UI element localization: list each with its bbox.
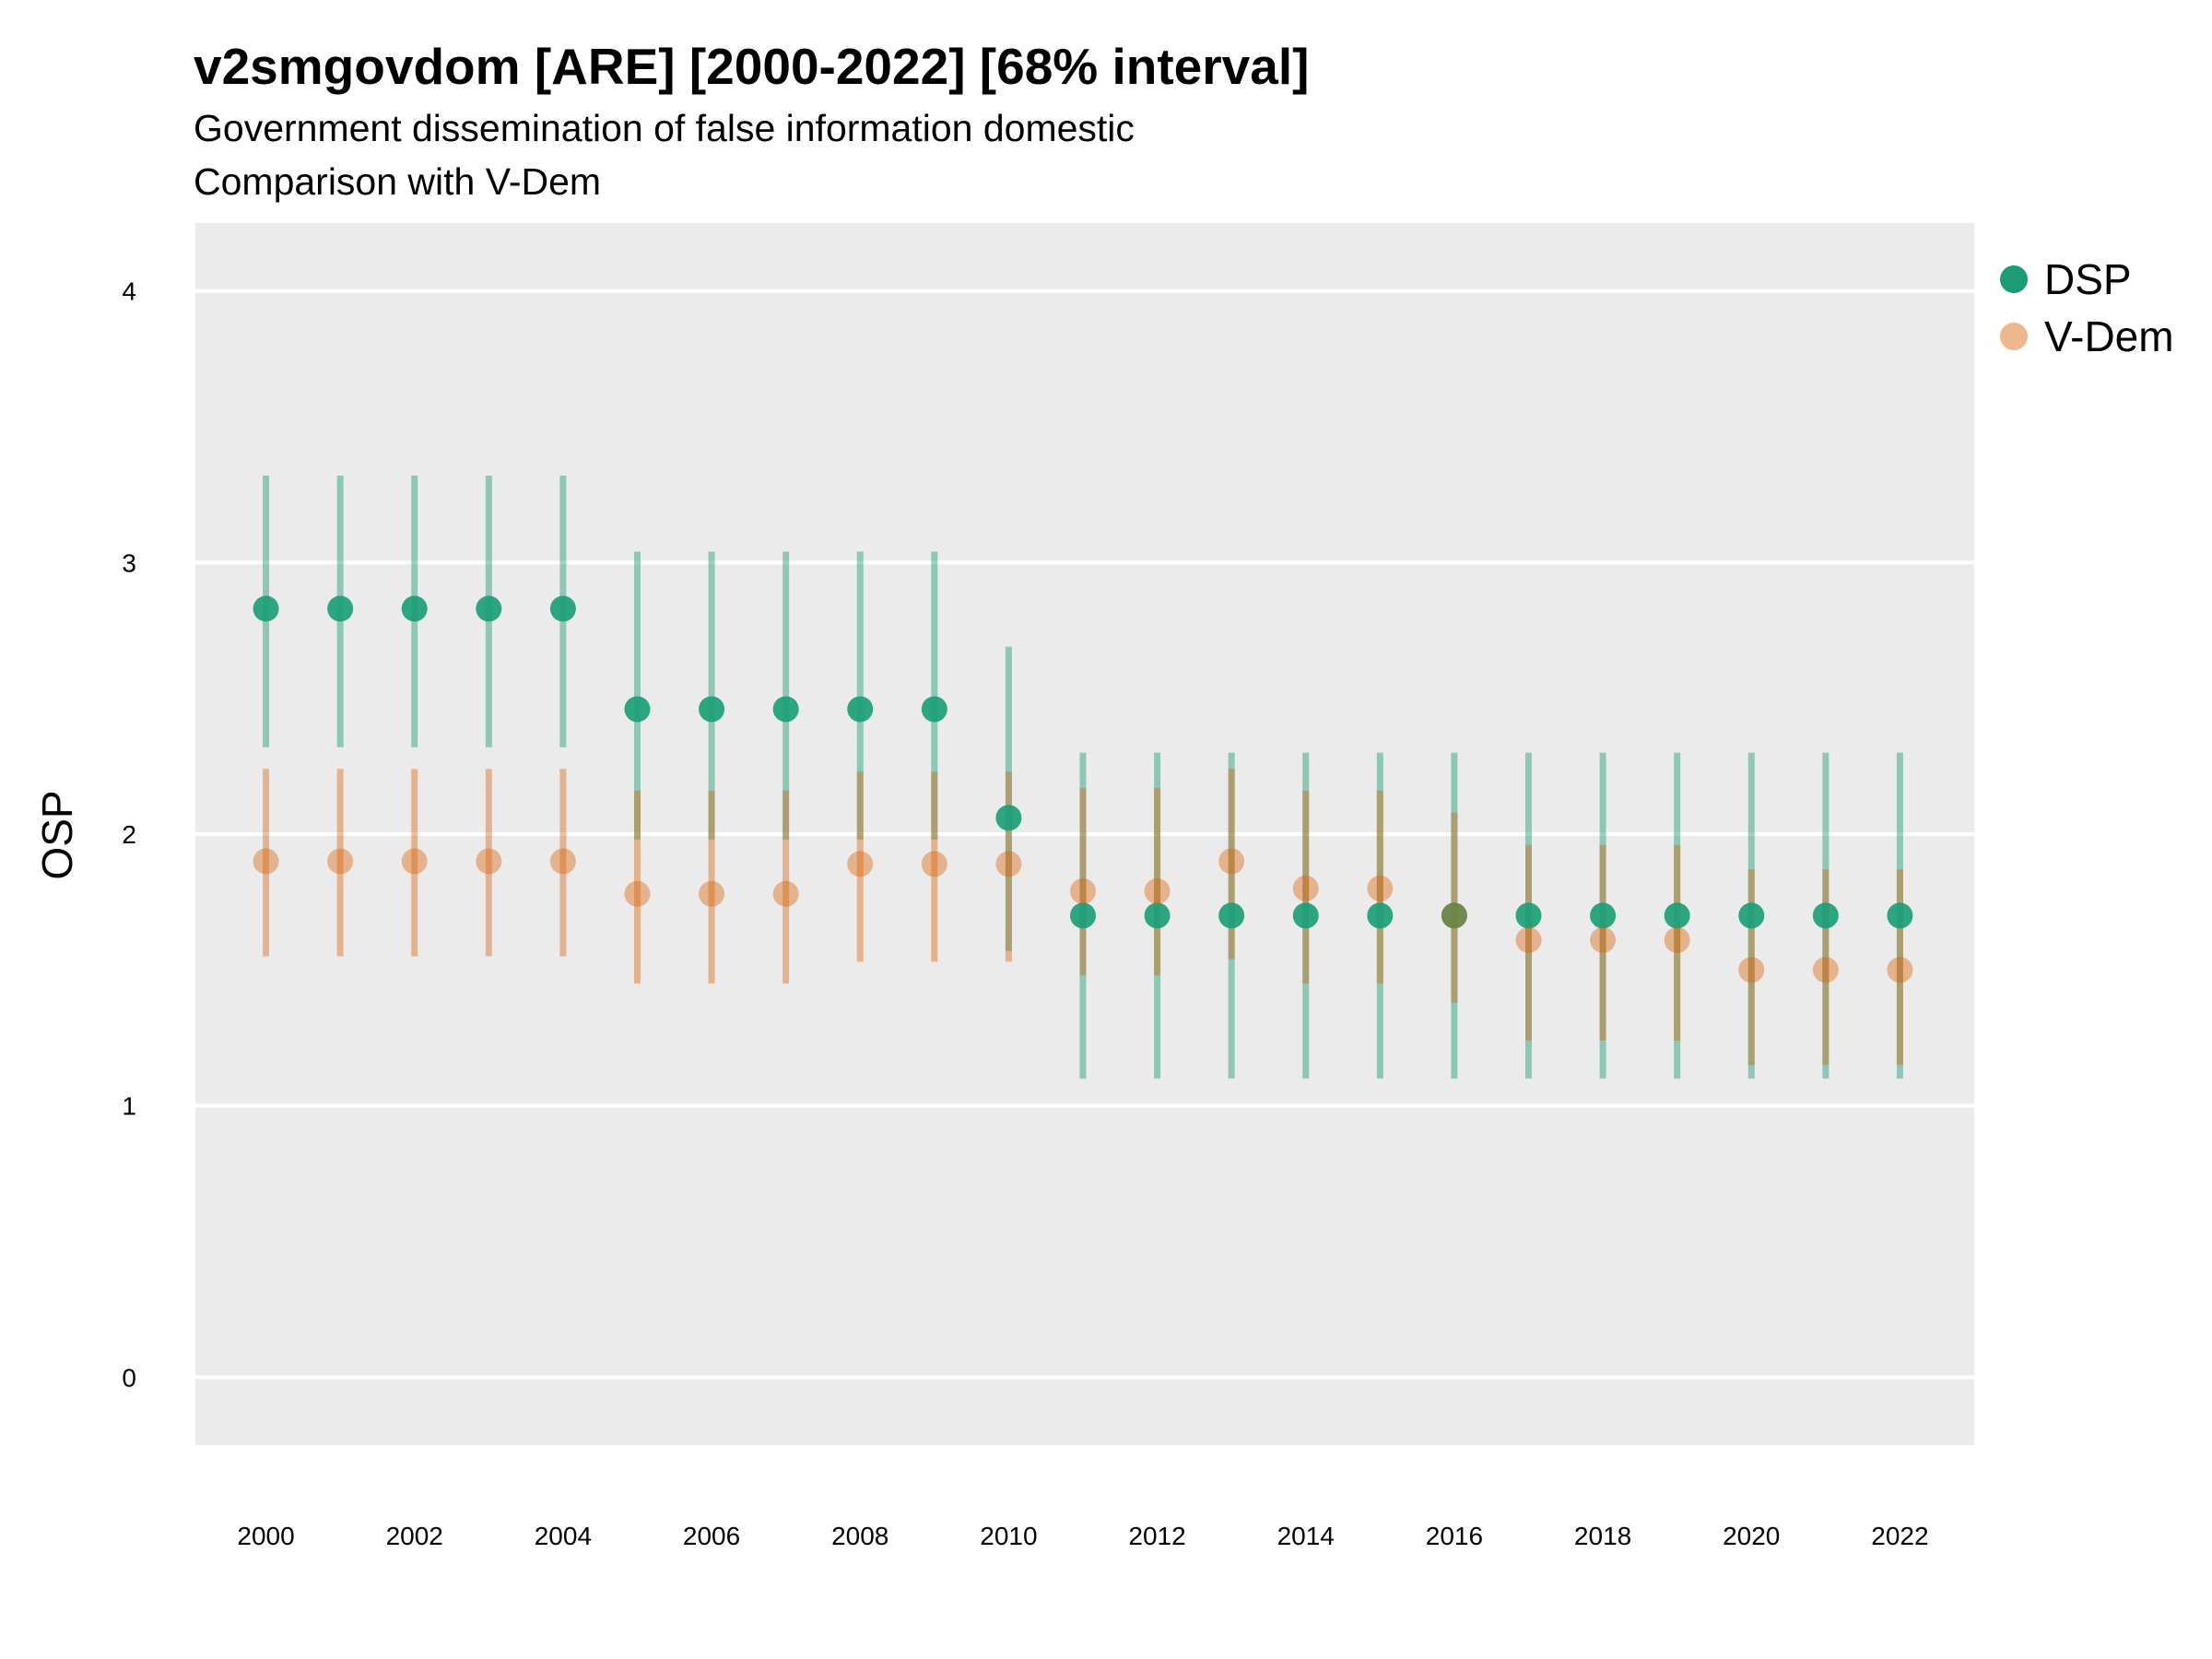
y-axis-label: OSP [33,790,81,879]
y-tick-label: 3 [122,548,136,577]
data-point-dsp [1144,902,1171,929]
data-point-dsp [1812,902,1839,929]
data-point-vdem [1738,957,1765,983]
data-point-dsp [401,595,428,622]
x-tick-label: 2012 [1128,1522,1185,1550]
data-point-vdem [476,848,502,875]
data-point-vdem [1887,957,1913,983]
data-point-vdem [401,848,428,875]
chart-title: v2smgovdom [ARE] [2000-2022] [68% interv… [194,38,1310,95]
y-axis-tick-labels: 0 1 2 3 4 [122,277,136,1393]
y-tick-label: 1 [122,1092,136,1121]
data-point-dsp [1515,902,1542,929]
legend-swatch-vdem [2000,323,2028,350]
x-tick-label: 2002 [386,1522,443,1550]
data-point-vdem [1292,875,1319,901]
data-point-dsp [1367,902,1394,929]
data-point-vdem [1218,848,1245,875]
x-tick-label: 2000 [237,1522,294,1550]
data-point-vdem [1515,926,1542,953]
data-point-dsp [1292,902,1319,929]
data-point-vdem [1441,902,1467,929]
data-point-vdem [327,848,354,875]
data-point-dsp [1218,902,1245,929]
data-point-dsp [1069,902,1096,929]
grid-lines [195,288,1974,1380]
data-point-vdem [1590,926,1617,953]
data-point-dsp [1590,902,1617,929]
chart-subtitle-line-2: Comparison with V-Dem [194,160,602,203]
data-point-vdem [1069,877,1096,904]
y-tick-label: 0 [122,1363,136,1392]
data-point-dsp [1887,902,1913,929]
data-point-dsp [549,595,576,622]
y-tick-label: 2 [122,820,136,849]
data-point-dsp [1738,902,1765,929]
data-point-dsp [921,696,947,723]
data-point-vdem [699,880,725,907]
y-tick-label: 4 [122,277,136,306]
x-tick-label: 2016 [1426,1522,1483,1550]
data-point-vdem [1812,957,1839,983]
data-point-vdem [772,880,799,907]
x-tick-label: 2018 [1574,1522,1631,1550]
data-point-vdem [847,851,874,877]
data-point-dsp [1664,902,1690,929]
x-tick-label: 2020 [1723,1522,1780,1550]
data-point-vdem [1664,926,1690,953]
legend-label-vdem: V-Dem [2044,312,2174,360]
x-tick-label: 2004 [535,1522,592,1550]
data-point-vdem [921,851,947,877]
legend-swatch-dsp [2000,265,2028,293]
legend-item-dsp: DSP [2000,251,2174,308]
data-point-vdem [995,851,1022,877]
data-point-vdem [1144,877,1171,904]
x-tick-label: 2010 [980,1522,1037,1550]
data-point-dsp [476,595,502,622]
x-axis-tick-labels: 2000 2002 2004 2006 2008 2010 2012 2014 2016 2018… [237,1522,1928,1550]
data-point-dsp [995,805,1022,831]
data-point-vdem [1367,875,1394,901]
legend: DSP V-Dem [2000,251,2174,365]
x-tick-label: 2014 [1277,1522,1335,1550]
data-point-vdem [253,848,279,875]
data-point-dsp [847,696,874,723]
data-point-vdem [624,880,651,907]
data-point-dsp [699,696,725,723]
data-marks [253,476,1913,1079]
data-point-dsp [624,696,651,723]
legend-item-vdem: V-Dem [2000,308,2174,365]
x-tick-label: 2008 [831,1522,888,1550]
x-tick-label: 2006 [683,1522,740,1550]
data-point-vdem [549,848,576,875]
data-point-dsp [772,696,799,723]
chart-subtitle-line-1: Government dissemination of false inform… [194,107,1135,149]
data-point-dsp [253,595,279,622]
legend-label-dsp: DSP [2044,255,2132,303]
data-point-dsp [1441,902,1467,929]
x-tick-label: 2022 [1871,1522,1928,1550]
data-point-dsp [327,595,354,622]
